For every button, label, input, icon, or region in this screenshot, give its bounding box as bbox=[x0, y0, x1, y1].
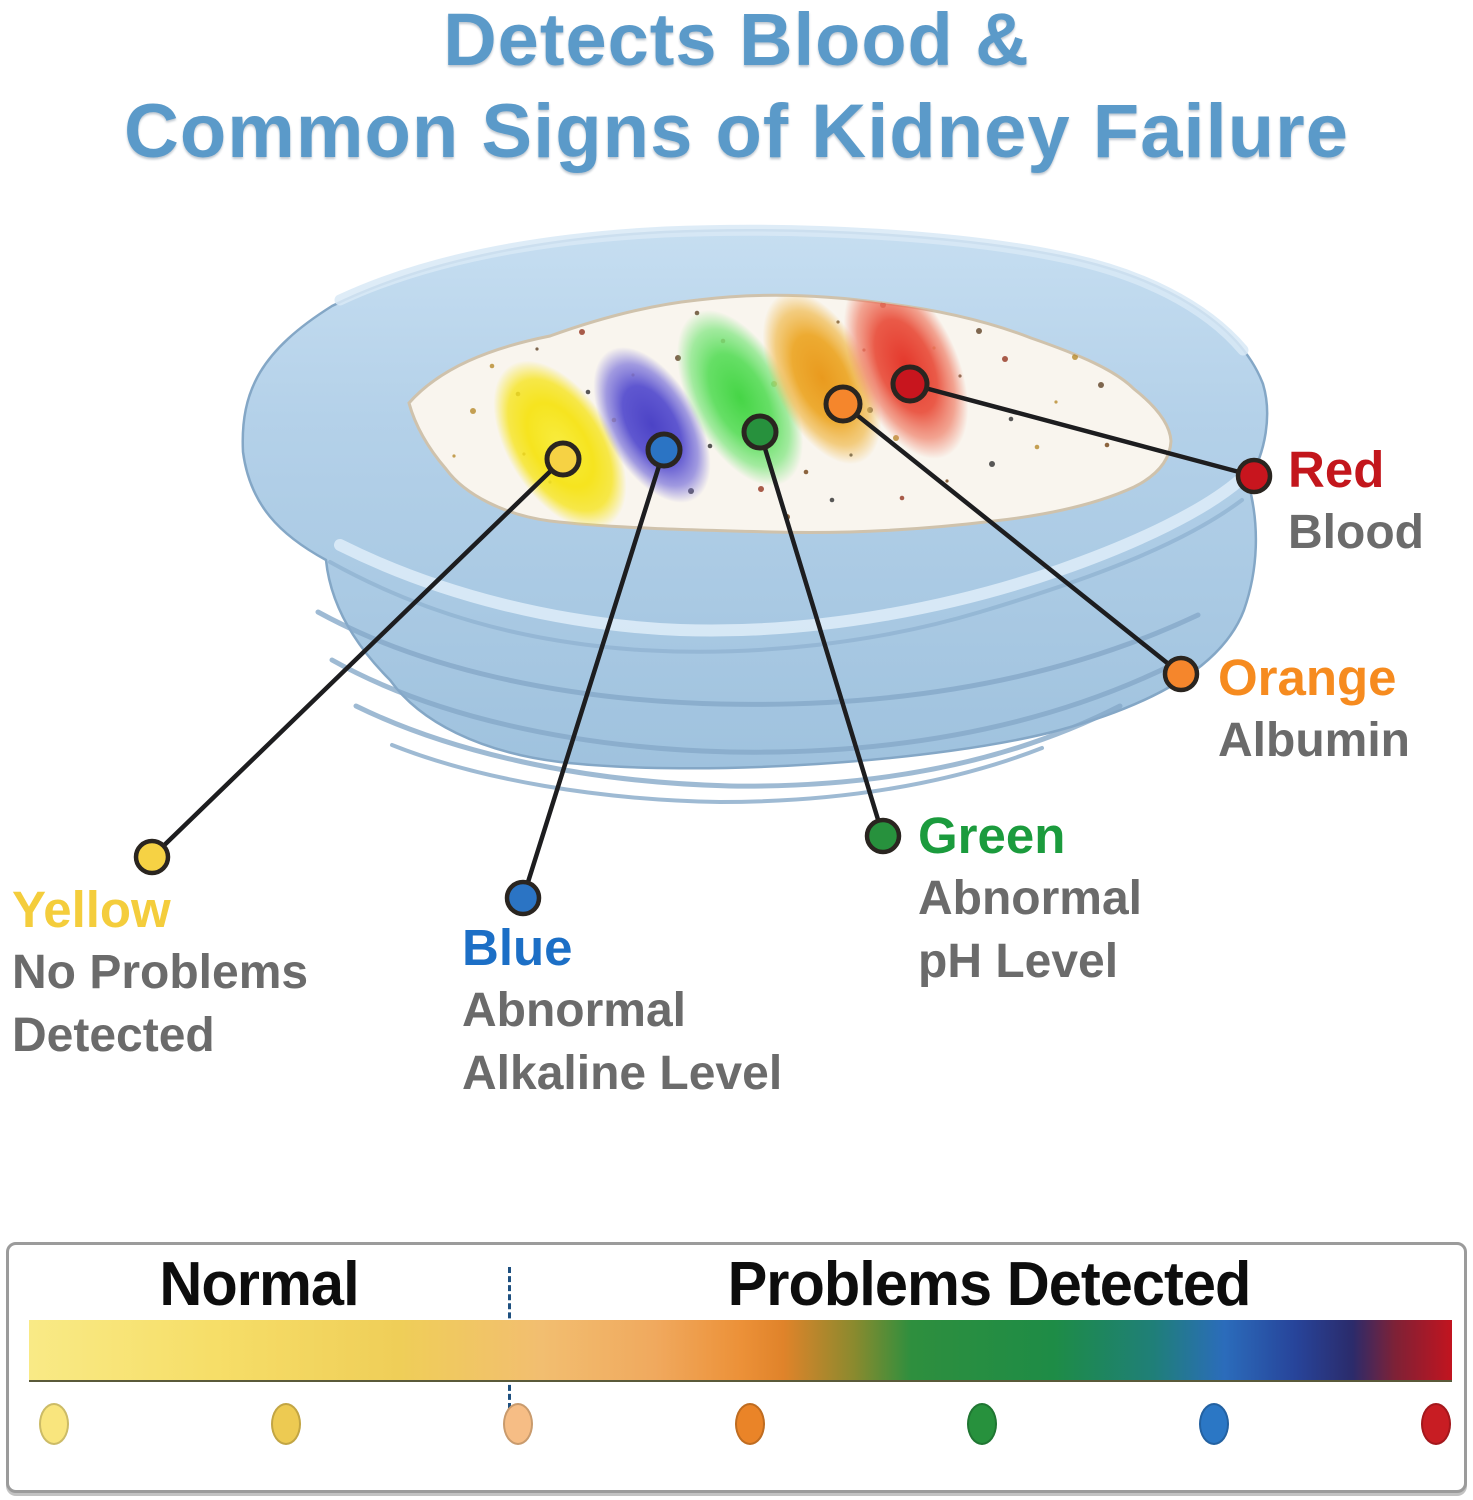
callout-desc-line: Detected bbox=[12, 1009, 215, 1062]
litter-speckle bbox=[470, 408, 476, 414]
callout-label-yellow: Yellow No Problems Detected bbox=[12, 878, 308, 1067]
legend-dot-7 bbox=[1421, 1403, 1451, 1445]
legend-dot-1 bbox=[39, 1403, 69, 1445]
callout-color-word: Red bbox=[1288, 441, 1385, 498]
litter-speckle bbox=[976, 328, 982, 334]
litter-speckle bbox=[1002, 356, 1008, 362]
label-dot-green bbox=[864, 817, 902, 855]
litter-speckle bbox=[579, 329, 585, 335]
litter-speckle bbox=[489, 363, 495, 369]
callout-color-word: Orange bbox=[1218, 649, 1397, 706]
litter-speckle bbox=[829, 497, 835, 503]
callout-desc-line: Abnormal bbox=[462, 984, 687, 1037]
litter-speckle bbox=[1034, 444, 1040, 450]
litter-speckle bbox=[1104, 442, 1110, 448]
litter-speckle bbox=[989, 461, 995, 467]
callout-label-blue: Blue Abnormal Alkaline Level bbox=[462, 916, 782, 1105]
callout-color-word: Blue bbox=[462, 919, 573, 976]
pan-front-rim-edge bbox=[328, 498, 1244, 654]
legend-dot-5 bbox=[967, 1403, 997, 1445]
ring-marker-orange bbox=[823, 384, 863, 424]
litter-speckle bbox=[899, 495, 905, 501]
callout-label-red: Red Blood bbox=[1288, 438, 1424, 564]
callout-line-yellow bbox=[149, 456, 566, 860]
callout-label-dots bbox=[133, 457, 1273, 917]
legend-dot-2 bbox=[271, 1403, 301, 1445]
callout-line-red bbox=[907, 381, 1257, 479]
pan-front-rim-highlight bbox=[334, 474, 1246, 637]
scale-problems-label: Problems Detected bbox=[727, 1250, 1252, 1319]
label-dot-red bbox=[1235, 457, 1273, 495]
title-line-2: Common Signs of Kidney Failure bbox=[124, 89, 1349, 174]
ring-marker-red bbox=[890, 364, 930, 404]
litter-speckle bbox=[758, 486, 764, 492]
litter-speckle bbox=[535, 347, 539, 351]
pan-rim-highlight bbox=[334, 224, 1249, 356]
ring-marker-yellow bbox=[544, 440, 582, 478]
litter-speckle bbox=[1098, 382, 1104, 388]
color-scale-panel: Normal Problems Detected bbox=[6, 1242, 1467, 1493]
callout-desc-line: Abnormal bbox=[918, 872, 1143, 925]
label-dot-orange bbox=[1162, 655, 1200, 693]
callout-line-green bbox=[757, 429, 886, 839]
ring-marker-blue bbox=[645, 431, 683, 469]
litter-speckle bbox=[1054, 400, 1058, 404]
ring-marker-green bbox=[741, 413, 779, 451]
litter-speckle bbox=[1008, 416, 1014, 422]
litter-speckle bbox=[945, 479, 949, 483]
legend-dot-4 bbox=[735, 1403, 765, 1445]
scale-normal-label: Normal bbox=[159, 1250, 359, 1319]
callout-label-orange: Orange Albumin bbox=[1218, 646, 1410, 772]
title-line-1: Detects Blood & bbox=[443, 0, 1030, 81]
callout-lines bbox=[149, 381, 1257, 901]
callout-color-word: Green bbox=[918, 807, 1066, 864]
spot-blue bbox=[593, 347, 711, 503]
label-dot-yellow bbox=[133, 838, 171, 876]
litter-speckle bbox=[585, 389, 591, 395]
legend-dot-3 bbox=[503, 1403, 533, 1445]
page-title: Detects Blood & Common Signs of Kidney F… bbox=[0, 0, 1473, 178]
callout-desc-line: Albumin bbox=[1218, 714, 1410, 767]
callout-desc-line: Alkaline Level bbox=[462, 1047, 783, 1100]
legend-dot-6 bbox=[1199, 1403, 1229, 1445]
spot-ring-markers bbox=[544, 364, 930, 478]
pan-ridges bbox=[315, 609, 1201, 805]
color-gradient-bar bbox=[29, 1320, 1452, 1382]
litter-speckle bbox=[803, 469, 809, 475]
callout-desc-line: No Problems bbox=[12, 946, 309, 999]
label-dot-blue bbox=[504, 879, 542, 917]
litter-speckle bbox=[452, 454, 456, 458]
litter-speckle bbox=[1072, 354, 1078, 360]
callout-line-blue bbox=[520, 447, 667, 901]
callout-desc-line: Blood bbox=[1288, 506, 1424, 559]
callout-color-word: Yellow bbox=[12, 881, 171, 938]
callout-label-green: Green Abnormal pH Level bbox=[918, 804, 1142, 993]
callout-desc-line: pH Level bbox=[918, 935, 1119, 988]
callout-line-orange bbox=[840, 401, 1184, 677]
